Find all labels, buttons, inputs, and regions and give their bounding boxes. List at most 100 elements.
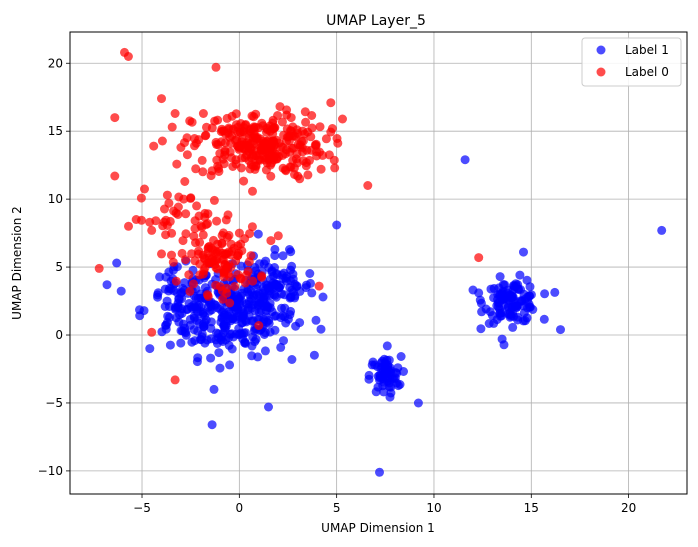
data-point [497, 334, 507, 344]
axis-ticks: −5 0 5 10 15 20 −10 −5 0 5 10 15 20 [38, 56, 637, 515]
data-point [244, 134, 254, 144]
data-point [266, 171, 276, 181]
data-point [194, 301, 204, 311]
data-point [208, 245, 218, 255]
data-point [265, 121, 275, 131]
data-point [185, 116, 195, 126]
data-point [184, 270, 194, 280]
legend-box [581, 37, 682, 87]
data-point [172, 159, 182, 169]
data-point [153, 290, 162, 300]
data-point [190, 336, 200, 346]
data-point [375, 467, 384, 477]
data-point [161, 230, 171, 240]
data-point [222, 113, 232, 123]
data-point [264, 318, 274, 328]
data-point [290, 279, 300, 289]
data-point [255, 259, 264, 269]
data-point [295, 318, 305, 328]
data-point [182, 150, 192, 160]
data-point [167, 250, 176, 260]
data-point [378, 381, 388, 391]
data-point [540, 289, 550, 299]
chart-title: UMAP Layer_5 [326, 13, 426, 29]
data-point [217, 313, 227, 323]
data-point [287, 355, 297, 364]
data-point [273, 231, 283, 241]
data-point [261, 165, 271, 175]
data-point [199, 321, 209, 331]
data-point [209, 384, 219, 394]
data-point [94, 263, 104, 273]
data-point [157, 136, 167, 146]
data-point [363, 181, 373, 190]
data-point [209, 235, 218, 245]
data-point [247, 222, 257, 232]
data-point [207, 420, 217, 430]
data-point [519, 301, 529, 311]
data-point [316, 324, 326, 334]
data-point [140, 184, 149, 194]
data-point [211, 137, 221, 147]
data-point [147, 225, 157, 235]
data-point [286, 247, 296, 257]
data-point [181, 229, 191, 239]
data-point [288, 269, 298, 279]
legend-label-1: Label 1 [625, 43, 669, 57]
data-point [239, 176, 249, 186]
data-point [329, 155, 339, 165]
data-point [197, 329, 207, 339]
data-point [286, 113, 296, 123]
data-point [219, 126, 229, 136]
data-point [224, 247, 234, 257]
data-point [396, 352, 406, 361]
data-point [326, 98, 336, 108]
data-point [206, 171, 216, 181]
data-point [157, 249, 166, 259]
data-point [278, 251, 288, 261]
data-point [332, 134, 342, 143]
data-point [206, 353, 216, 363]
data-point [194, 211, 204, 221]
data-point [171, 276, 181, 286]
data-point [511, 301, 521, 311]
data-point [276, 313, 286, 323]
data-point [167, 122, 177, 132]
data-point [240, 338, 249, 348]
data-point [234, 228, 244, 238]
data-point [230, 282, 240, 291]
data-point [292, 158, 302, 168]
legend-marker-label-1 [596, 45, 606, 55]
data-point [145, 217, 155, 227]
data-point [279, 336, 288, 346]
data-point [332, 220, 342, 230]
data-point [214, 164, 224, 173]
y-axis-label: UMAP Dimension 2 [10, 206, 24, 320]
data-point [123, 52, 133, 61]
data-point [519, 247, 528, 257]
data-point [236, 291, 246, 301]
data-point [267, 307, 277, 317]
data-point [192, 201, 202, 211]
x-tick-label: −5 [133, 501, 151, 515]
data-point [311, 141, 321, 151]
x-tick-label: 0 [236, 501, 244, 515]
data-point [508, 292, 518, 302]
data-point [232, 126, 242, 136]
data-point [110, 171, 120, 181]
data-point [306, 278, 315, 288]
data-point [251, 334, 261, 344]
data-point [556, 325, 565, 335]
data-point [248, 291, 258, 301]
data-point [211, 62, 221, 72]
data-point [291, 132, 301, 142]
data-point [338, 114, 347, 124]
data-point [202, 335, 212, 345]
data-point [266, 236, 276, 246]
data-point [172, 288, 182, 298]
data-point [196, 221, 206, 231]
data-point [248, 276, 258, 286]
data-point [241, 317, 251, 327]
data-point [186, 193, 196, 203]
